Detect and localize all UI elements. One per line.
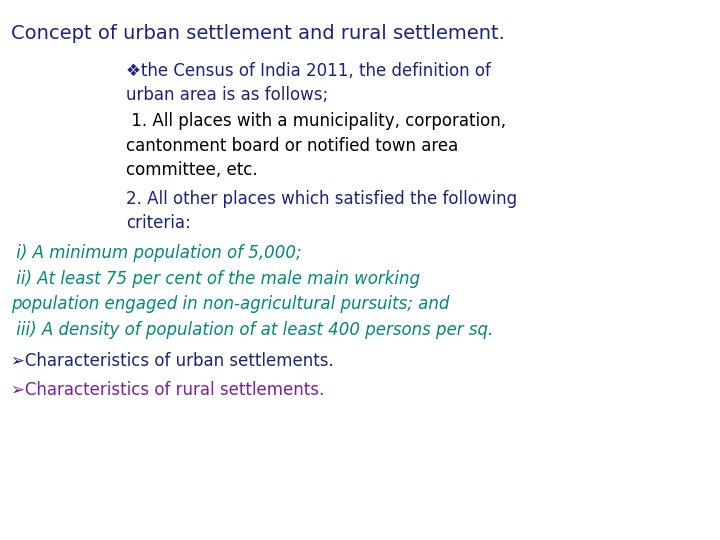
- Text: 2. All other places which satisfied the following: 2. All other places which satisfied the …: [126, 190, 517, 208]
- Text: ➢Characteristics of rural settlements.: ➢Characteristics of rural settlements.: [11, 381, 324, 399]
- Text: ➢Characteristics of urban settlements.: ➢Characteristics of urban settlements.: [11, 352, 333, 370]
- Text: 1. All places with a municipality, corporation,: 1. All places with a municipality, corpo…: [126, 112, 506, 130]
- Text: population engaged in non-agricultural pursuits; and: population engaged in non-agricultural p…: [11, 295, 449, 313]
- Text: committee, etc.: committee, etc.: [126, 161, 258, 179]
- Text: Concept of urban settlement and rural settlement.: Concept of urban settlement and rural se…: [11, 24, 505, 43]
- Text: ❖the Census of India 2011, the definition of: ❖the Census of India 2011, the definitio…: [126, 62, 491, 80]
- Text: urban area is as follows;: urban area is as follows;: [126, 86, 328, 104]
- Text: iii) A density of population of at least 400 persons per sq.: iii) A density of population of at least…: [11, 321, 493, 339]
- Text: criteria:: criteria:: [126, 214, 191, 232]
- Text: ii) At least 75 per cent of the male main working: ii) At least 75 per cent of the male mai…: [11, 270, 420, 288]
- Text: cantonment board or notified town area: cantonment board or notified town area: [126, 137, 458, 154]
- Text: i) A minimum population of 5,000;: i) A minimum population of 5,000;: [11, 244, 302, 262]
